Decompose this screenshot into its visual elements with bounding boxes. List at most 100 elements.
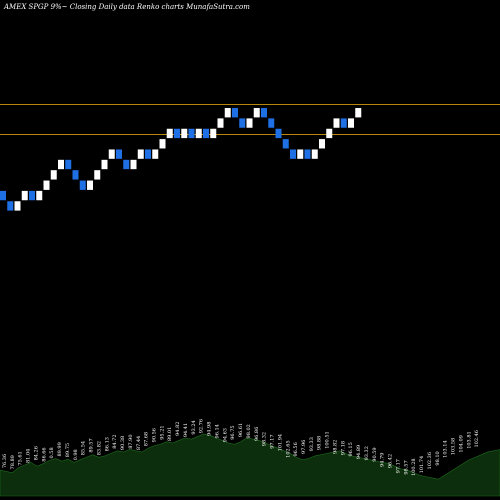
volume-label: 100.51	[325, 431, 331, 449]
volume-label: 86.66	[41, 447, 47, 461]
renko-brick-down	[275, 128, 282, 139]
volume-label: 95.21	[159, 425, 165, 439]
volume-label: 90.59	[372, 447, 378, 461]
volume-label: 78.89	[10, 455, 16, 469]
volume-label: 98.02	[246, 424, 252, 438]
renko-brick-down	[72, 170, 79, 180]
volume-area-shape	[0, 433, 500, 497]
chart-title: AMEX SPGP 9%~ Closing Daily data Renko c…	[3, 3, 250, 11]
renko-brick-down	[0, 190, 6, 201]
volume-label: 102.46	[474, 430, 480, 448]
volume-label: 97.17	[395, 459, 401, 473]
volume-label: 97.96	[301, 440, 307, 454]
renko-brick-up	[152, 149, 159, 159]
volume-label: 101.94	[277, 434, 283, 452]
renko-brick-up	[50, 170, 57, 180]
volume-labels: 76.36 78.89 75.61 81.04 84.26 86.66 0.58 89.99 8…	[2, 419, 480, 476]
renko-brick-up	[224, 108, 231, 118]
volume-label: 98.32	[262, 432, 268, 446]
renko-brick-down	[304, 149, 311, 159]
renko-brick-down	[65, 159, 72, 170]
volume-label: 96.15	[348, 442, 354, 456]
volume-label: 84.26	[33, 446, 39, 460]
volume-label: 93.33	[309, 437, 315, 451]
volume-label: 94.63	[222, 428, 228, 442]
renko-brick-up	[21, 190, 28, 201]
renko-brick-up	[159, 139, 166, 149]
renko-brick-down	[123, 159, 130, 170]
renko-brick-up	[166, 128, 173, 139]
renko-brick-down	[174, 128, 180, 139]
renko-brick-down	[340, 118, 347, 128]
renko-brick-down	[79, 180, 86, 190]
renko-brick-up	[246, 118, 253, 128]
volume-label: 87.90	[128, 434, 134, 448]
renko-brick-up	[319, 139, 325, 149]
volume-label: 92.76	[199, 419, 205, 433]
renko-brick-up	[101, 159, 108, 170]
volume-label: 103.58	[451, 438, 457, 456]
renko-brick-up	[297, 149, 304, 159]
volume-label: 96.14	[214, 424, 220, 438]
volume-area	[0, 433, 500, 497]
renko-brick-up	[14, 201, 21, 211]
volume-label: 90.38	[120, 436, 126, 450]
renko-brick-up	[195, 128, 202, 139]
volume-label: 84.72	[112, 434, 118, 448]
volume-label: 83.82	[96, 441, 102, 455]
volume-label: 89.01	[167, 427, 173, 441]
renko-brick-down	[188, 128, 195, 139]
renko-brick-down	[232, 108, 238, 118]
renko-bricks	[0, 108, 362, 211]
volume-label: 85.54	[81, 441, 87, 455]
volume-label: 98.57	[403, 460, 409, 474]
volume-label: 102.65	[285, 440, 291, 458]
volume-label: 96.42	[388, 454, 394, 468]
renko-brick-down	[7, 201, 14, 211]
renko-brick-up	[253, 108, 260, 118]
renko-brick-up	[58, 159, 64, 170]
volume-label: 98.82	[332, 440, 338, 454]
volume-label: 98.10	[435, 451, 441, 465]
volume-label: 89.99	[57, 442, 63, 456]
volume-label: 87.44	[136, 436, 142, 450]
renko-brick-up	[94, 170, 101, 180]
volume-label: 102.36	[427, 452, 433, 470]
volume-label: 87.68	[144, 432, 150, 446]
volume-label: 96.86	[254, 427, 260, 441]
volume-label: 94.89	[356, 445, 362, 459]
renko-brick-up	[108, 149, 115, 159]
renko-brick-up	[217, 118, 224, 128]
renko-brick-up	[311, 149, 318, 159]
renko-brick-down	[261, 108, 267, 118]
volume-label: 93.32	[364, 446, 370, 460]
renko-brick-up	[181, 128, 188, 139]
renko-brick-up	[36, 190, 43, 201]
volume-label: 94.79	[380, 453, 386, 467]
renko-brick-down	[145, 149, 151, 159]
renko-brick-up	[137, 149, 144, 159]
volume-label: 94.98	[207, 422, 213, 436]
volume-label: 98.88	[317, 436, 323, 450]
renko-brick-up	[43, 180, 50, 190]
volume-label: 75.61	[18, 451, 24, 465]
volume-label: 94.82	[175, 422, 181, 436]
renko-brick-down	[282, 139, 289, 149]
renko-brick-up	[333, 118, 340, 128]
renko-brick-up	[326, 128, 333, 139]
renko-brick-up	[210, 128, 217, 139]
renko-brick-down	[239, 118, 246, 128]
volume-label: 94.41	[183, 423, 189, 437]
renko-brick-down	[290, 149, 296, 159]
volume-label: 89.75	[65, 443, 71, 457]
renko-brick-down	[116, 149, 122, 159]
renko-brick-up	[87, 180, 93, 190]
volume-label: 89.57	[89, 438, 95, 452]
volume-label: 0.58	[49, 447, 55, 458]
volume-label: 76.36	[2, 454, 8, 468]
volume-label: 97.18	[340, 441, 346, 455]
renko-brick-up	[355, 108, 362, 118]
renko-brick-up	[130, 159, 137, 170]
